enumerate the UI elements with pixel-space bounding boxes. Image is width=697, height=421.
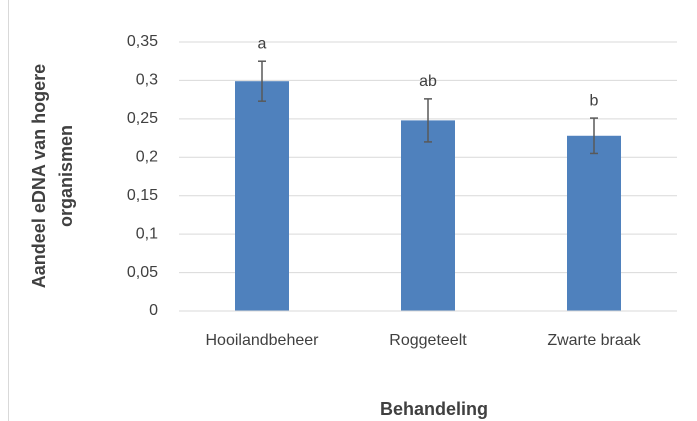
bar <box>567 135 621 311</box>
y-tick-label: 0,1 <box>136 225 158 242</box>
y-axis-title-line: organismen <box>56 125 76 227</box>
chart-frame <box>8 0 9 421</box>
y-tick-label: 0,3 <box>136 72 158 89</box>
annotation: b <box>590 92 599 109</box>
y-axis-title-line: Aandeel eDNA van hogere <box>29 64 49 288</box>
y-tick-label: 0,05 <box>127 264 158 281</box>
error-bar <box>424 98 432 143</box>
x-axis-title: Behandeling <box>380 399 488 419</box>
y-tick-label: 0,15 <box>127 187 158 204</box>
error-bar <box>590 117 598 155</box>
bar <box>235 81 289 311</box>
y-tick-label: 0,35 <box>127 33 158 50</box>
y-tick-label: 0 <box>149 302 158 319</box>
x-tick-label: Zwarte braak <box>547 332 641 349</box>
bar <box>401 120 455 311</box>
y-tick-label: 0,2 <box>136 149 158 166</box>
x-tick-label: Roggeteelt <box>389 332 467 349</box>
x-tick-label: Hooilandbeheer <box>206 332 320 349</box>
annotation: a <box>258 35 267 52</box>
error-bar <box>258 60 266 102</box>
annotation: ab <box>419 73 437 90</box>
y-tick-label: 0,25 <box>127 110 158 127</box>
y-axis-title: Aandeel eDNA van hogere organismen <box>29 64 76 288</box>
